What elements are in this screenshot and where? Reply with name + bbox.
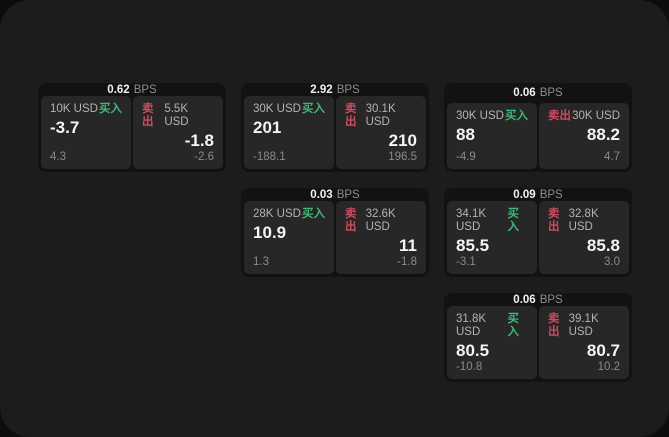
buy-amount-label: 30K USD	[456, 110, 504, 122]
sell-panel[interactable]: 卖出 30.1K USD 210 196.5	[336, 96, 426, 169]
bps-unit-label: BPS	[133, 83, 157, 96]
bps-header: 0.06 BPS	[447, 293, 629, 306]
buy-price-value: -3.7	[50, 118, 80, 137]
bps-value: 0.06	[513, 87, 536, 99]
buy-delta-value: 4.3	[50, 151, 66, 163]
sell-price-value: -1.8	[184, 131, 214, 150]
buy-sell-panels: 10K USD 买入 -3.7 4.3 卖出 5.5K USD -1.8 -2.…	[41, 96, 223, 169]
bps-header: 2.92 BPS	[244, 83, 426, 96]
sell-price-value: 88.2	[586, 125, 620, 144]
buy-sell-panels: 31.8K USD 买入 80.5 -10.8 卖出 39.1K USD 80.…	[447, 306, 629, 379]
buy-panel[interactable]: 10K USD 买入 -3.7 4.3	[41, 96, 131, 169]
bps-unit-label: BPS	[539, 188, 563, 201]
sell-panel[interactable]: 卖出 32.6K USD 11 -1.8	[336, 201, 426, 274]
sell-delta-value: -1.8	[397, 256, 417, 268]
buy-sell-panels: 28K USD 买入 10.9 1.3 卖出 32.6K USD 11 -1.8	[244, 201, 426, 274]
bps-value: 0.62	[107, 83, 130, 96]
buy-panel[interactable]: 30K USD 买入 201 -188.1	[244, 96, 334, 169]
sell-delta-value: 196.5	[388, 151, 417, 163]
sell-side-tag[interactable]: 卖出	[142, 103, 154, 128]
buy-panel[interactable]: 30K USD 买入 88 -4.9	[447, 103, 537, 169]
buy-amount-label: 34.1K USD	[456, 208, 487, 233]
buy-price-value: 85.5	[456, 236, 490, 255]
buy-delta-value: 1.3	[253, 256, 269, 268]
sell-price-value: 210	[388, 131, 417, 150]
buy-price-value: 10.9	[253, 223, 287, 242]
bps-unit-label: BPS	[336, 83, 360, 96]
bps-header: 0.62 BPS	[41, 83, 223, 96]
sell-amount-label: 32.6K USD	[365, 208, 396, 233]
buy-side-tag[interactable]: 买入	[507, 313, 519, 338]
bps-header: 0.06 BPS	[447, 83, 629, 103]
buy-side-tag[interactable]: 买入	[99, 103, 122, 115]
sell-side-tag[interactable]: 卖出	[345, 208, 357, 233]
sell-amount-label: 30K USD	[572, 110, 620, 122]
bps-header: 0.03 BPS	[244, 188, 426, 201]
quote-card: 0.03 BPS 28K USD 买入 10.9 1.3 卖出 32.6K US…	[241, 188, 429, 277]
buy-price-value: 80.5	[456, 341, 490, 360]
sell-amount-label: 5.5K USD	[164, 103, 189, 128]
buy-side-tag[interactable]: 买入	[302, 208, 325, 220]
sell-panel[interactable]: 卖出 30K USD 88.2 4.7	[539, 103, 629, 169]
buy-side-tag[interactable]: 买入	[302, 103, 325, 115]
sell-price-value: 11	[399, 236, 417, 255]
buy-price-value: 201	[253, 118, 282, 137]
quote-card: 0.06 BPS 31.8K USD 买入 80.5 -10.8 卖出 39.1…	[444, 293, 632, 382]
quote-card: 0.62 BPS 10K USD 买入 -3.7 4.3 卖出 5.5K USD…	[38, 83, 226, 172]
quote-card: 0.06 BPS 30K USD 买入 88 -4.9 卖出 30K USD 8…	[444, 83, 632, 172]
buy-panel[interactable]: 28K USD 买入 10.9 1.3	[244, 201, 334, 274]
bps-unit-label: BPS	[336, 188, 360, 201]
buy-amount-label: 30K USD	[253, 103, 301, 115]
quote-card-grid: 0.62 BPS 10K USD 买入 -3.7 4.3 卖出 5.5K USD…	[38, 83, 632, 382]
buy-panel[interactable]: 34.1K USD 买入 85.5 -3.1	[447, 201, 537, 274]
buy-sell-panels: 30K USD 买入 88 -4.9 卖出 30K USD 88.2 4.7	[447, 103, 629, 169]
quote-card: 2.92 BPS 30K USD 买入 201 -188.1 卖出 30.1K …	[241, 83, 429, 172]
bps-value: 0.03	[310, 188, 333, 201]
sell-delta-value: 4.7	[604, 151, 620, 163]
sell-price-value: 85.8	[586, 236, 620, 255]
buy-delta-value: -3.1	[456, 256, 476, 268]
bps-unit-label: BPS	[539, 87, 563, 99]
sell-side-tag[interactable]: 卖出	[548, 313, 560, 338]
sell-panel[interactable]: 卖出 32.8K USD 85.8 3.0	[539, 201, 629, 274]
sell-side-tag[interactable]: 卖出	[548, 110, 571, 122]
sell-side-tag[interactable]: 卖出	[345, 103, 357, 128]
sell-side-tag[interactable]: 卖出	[548, 208, 560, 233]
bps-header: 0.09 BPS	[447, 188, 629, 201]
buy-side-tag[interactable]: 买入	[507, 208, 519, 233]
buy-delta-value: -10.8	[456, 361, 483, 373]
sell-delta-value: 3.0	[604, 256, 620, 268]
sell-panel[interactable]: 卖出 5.5K USD -1.8 -2.6	[133, 96, 223, 169]
buy-amount-label: 28K USD	[253, 208, 301, 220]
buy-delta-value: -4.9	[456, 151, 476, 163]
sell-amount-label: 39.1K USD	[568, 313, 599, 338]
buy-sell-panels: 34.1K USD 买入 85.5 -3.1 卖出 32.8K USD 85.8…	[447, 201, 629, 274]
bps-value: 0.06	[513, 293, 536, 306]
bps-value: 2.92	[310, 83, 333, 96]
sell-price-value: 80.7	[586, 341, 620, 360]
quote-card: 0.09 BPS 34.1K USD 买入 85.5 -3.1 卖出 32.8K…	[444, 188, 632, 277]
buy-delta-value: -188.1	[253, 151, 286, 163]
sell-panel[interactable]: 卖出 39.1K USD 80.7 10.2	[539, 306, 629, 379]
sell-amount-label: 30.1K USD	[365, 103, 396, 128]
buy-amount-label: 10K USD	[50, 103, 98, 115]
buy-panel[interactable]: 31.8K USD 买入 80.5 -10.8	[447, 306, 537, 379]
buy-amount-label: 31.8K USD	[456, 313, 487, 338]
buy-side-tag[interactable]: 买入	[505, 110, 528, 122]
bps-unit-label: BPS	[539, 293, 563, 306]
buy-sell-panels: 30K USD 买入 201 -188.1 卖出 30.1K USD 210 1…	[244, 96, 426, 169]
sell-delta-value: 10.2	[597, 361, 620, 373]
buy-price-value: 88	[456, 125, 475, 144]
bps-value: 0.09	[513, 188, 536, 201]
sell-delta-value: -2.6	[194, 151, 214, 163]
sell-amount-label: 32.8K USD	[568, 208, 599, 233]
